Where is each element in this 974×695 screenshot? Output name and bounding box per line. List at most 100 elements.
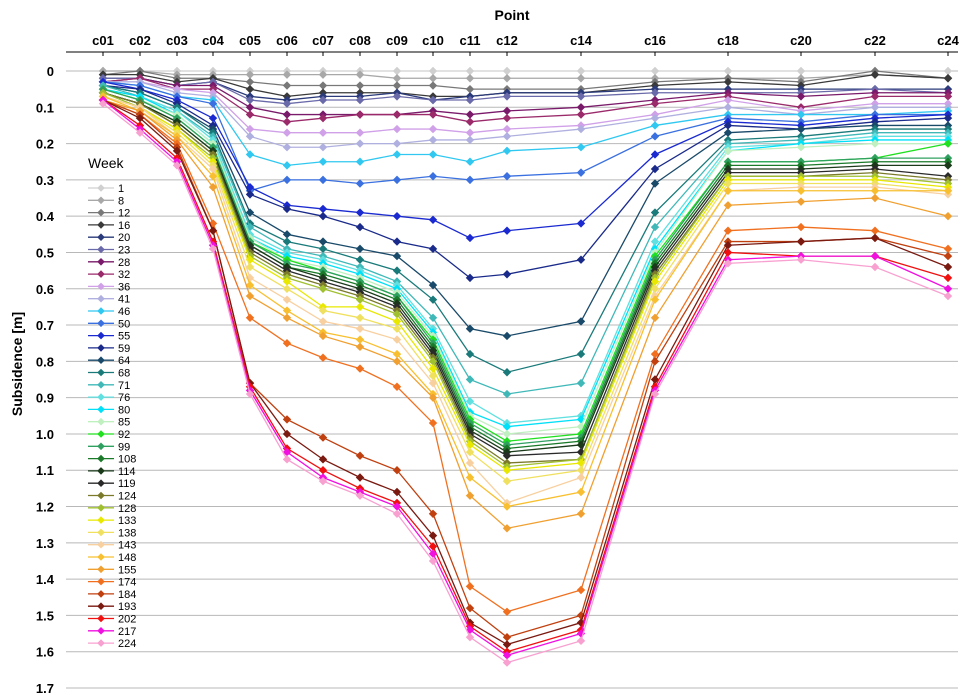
- legend-label: 32: [118, 269, 130, 281]
- data-point: [355, 179, 365, 188]
- data-point: [318, 244, 328, 254]
- data-point: [282, 175, 292, 185]
- data-point: [318, 70, 328, 79]
- data-point: [502, 658, 512, 667]
- data-point: [576, 378, 586, 388]
- data-point: [282, 455, 292, 464]
- x-tick-label: c16: [644, 33, 666, 48]
- data-point: [282, 415, 292, 424]
- data-point: [870, 103, 880, 112]
- data-point: [576, 110, 586, 119]
- data-point: [318, 466, 328, 475]
- data-point: [465, 458, 475, 468]
- legend-swatch-marker: [97, 577, 105, 586]
- series-line: [102, 70, 949, 90]
- data-point: [392, 466, 402, 475]
- legend-item: 148: [88, 552, 136, 564]
- data-point: [465, 582, 475, 591]
- legend-item: 16: [88, 220, 130, 232]
- data-point: [428, 150, 438, 159]
- data-point: [943, 244, 953, 254]
- legend-swatch-marker: [97, 221, 105, 229]
- y-tick-label: 1.7: [36, 681, 54, 695]
- data-point: [318, 353, 328, 362]
- data-point: [428, 371, 438, 381]
- series-41: [98, 77, 953, 152]
- series-155: [98, 95, 953, 533]
- data-point: [355, 324, 365, 333]
- data-point: [502, 451, 512, 460]
- data-point: [576, 509, 586, 518]
- x-tick-label: c20: [790, 33, 812, 48]
- data-point: [392, 66, 402, 76]
- data-point: [723, 186, 733, 195]
- legend-swatch-marker: [97, 528, 105, 537]
- series-193: [98, 95, 953, 649]
- data-point: [650, 113, 660, 123]
- data-point: [245, 389, 255, 399]
- data-point: [208, 226, 218, 235]
- series-line: [102, 95, 949, 471]
- legend-label: 85: [118, 417, 130, 429]
- y-tick-label: 1.3: [36, 536, 54, 551]
- data-point: [502, 651, 512, 660]
- data-point: [723, 121, 733, 130]
- data-point: [796, 143, 806, 152]
- legend-swatch-marker: [97, 442, 105, 451]
- data-point: [796, 124, 806, 134]
- data-point: [796, 255, 806, 264]
- data-point: [245, 280, 255, 290]
- data-point: [318, 306, 328, 315]
- data-point: [392, 92, 402, 101]
- y-tick-label: 1.1: [36, 463, 54, 478]
- data-point: [392, 382, 402, 391]
- data-point: [318, 211, 328, 221]
- series-line: [102, 99, 949, 638]
- data-point: [650, 222, 660, 232]
- data-point: [576, 66, 586, 76]
- data-point: [245, 273, 255, 283]
- legend-swatch-marker: [97, 356, 105, 364]
- legend-label: 36: [118, 281, 130, 293]
- x-tick-label: c02: [129, 33, 151, 48]
- x-tick-label: c08: [349, 33, 371, 48]
- data-point: [943, 211, 953, 221]
- legend-swatch-marker: [97, 430, 105, 438]
- data-point: [465, 397, 475, 406]
- legend-label: 155: [118, 564, 136, 576]
- data-point: [650, 150, 660, 159]
- x-tick-label: c04: [202, 33, 224, 48]
- legend-swatch-marker: [97, 393, 105, 401]
- data-point: [943, 161, 953, 170]
- data-point: [282, 117, 292, 127]
- legend-item: 28: [88, 257, 130, 269]
- series-line: [102, 77, 948, 116]
- legend-swatch-marker: [97, 614, 105, 623]
- y-tick-label: 1.4: [36, 572, 55, 587]
- series-line: [102, 88, 948, 446]
- legend-label: 114: [118, 466, 136, 478]
- data-point: [465, 74, 475, 83]
- legend-swatch-marker: [97, 639, 105, 647]
- data-point: [650, 313, 660, 322]
- y-tick-label: 0: [47, 64, 54, 79]
- legend-swatch-marker: [97, 504, 105, 512]
- legend-swatch-marker: [97, 516, 105, 524]
- series-line: [102, 81, 949, 239]
- y-tick-label: 0.5: [36, 245, 54, 260]
- data-point: [245, 84, 255, 94]
- data-point: [465, 324, 475, 333]
- data-point: [392, 509, 402, 518]
- data-point: [392, 139, 402, 148]
- data-point: [723, 128, 733, 137]
- series-line: [102, 95, 949, 482]
- data-point: [355, 342, 365, 352]
- data-point: [465, 625, 475, 635]
- data-point: [870, 193, 880, 203]
- legend-item: 202: [88, 614, 136, 626]
- legend-item: 8: [88, 195, 124, 207]
- data-point: [428, 313, 438, 322]
- legend-label: 80: [118, 404, 130, 416]
- series-124: [98, 88, 953, 468]
- series-line: [102, 88, 948, 428]
